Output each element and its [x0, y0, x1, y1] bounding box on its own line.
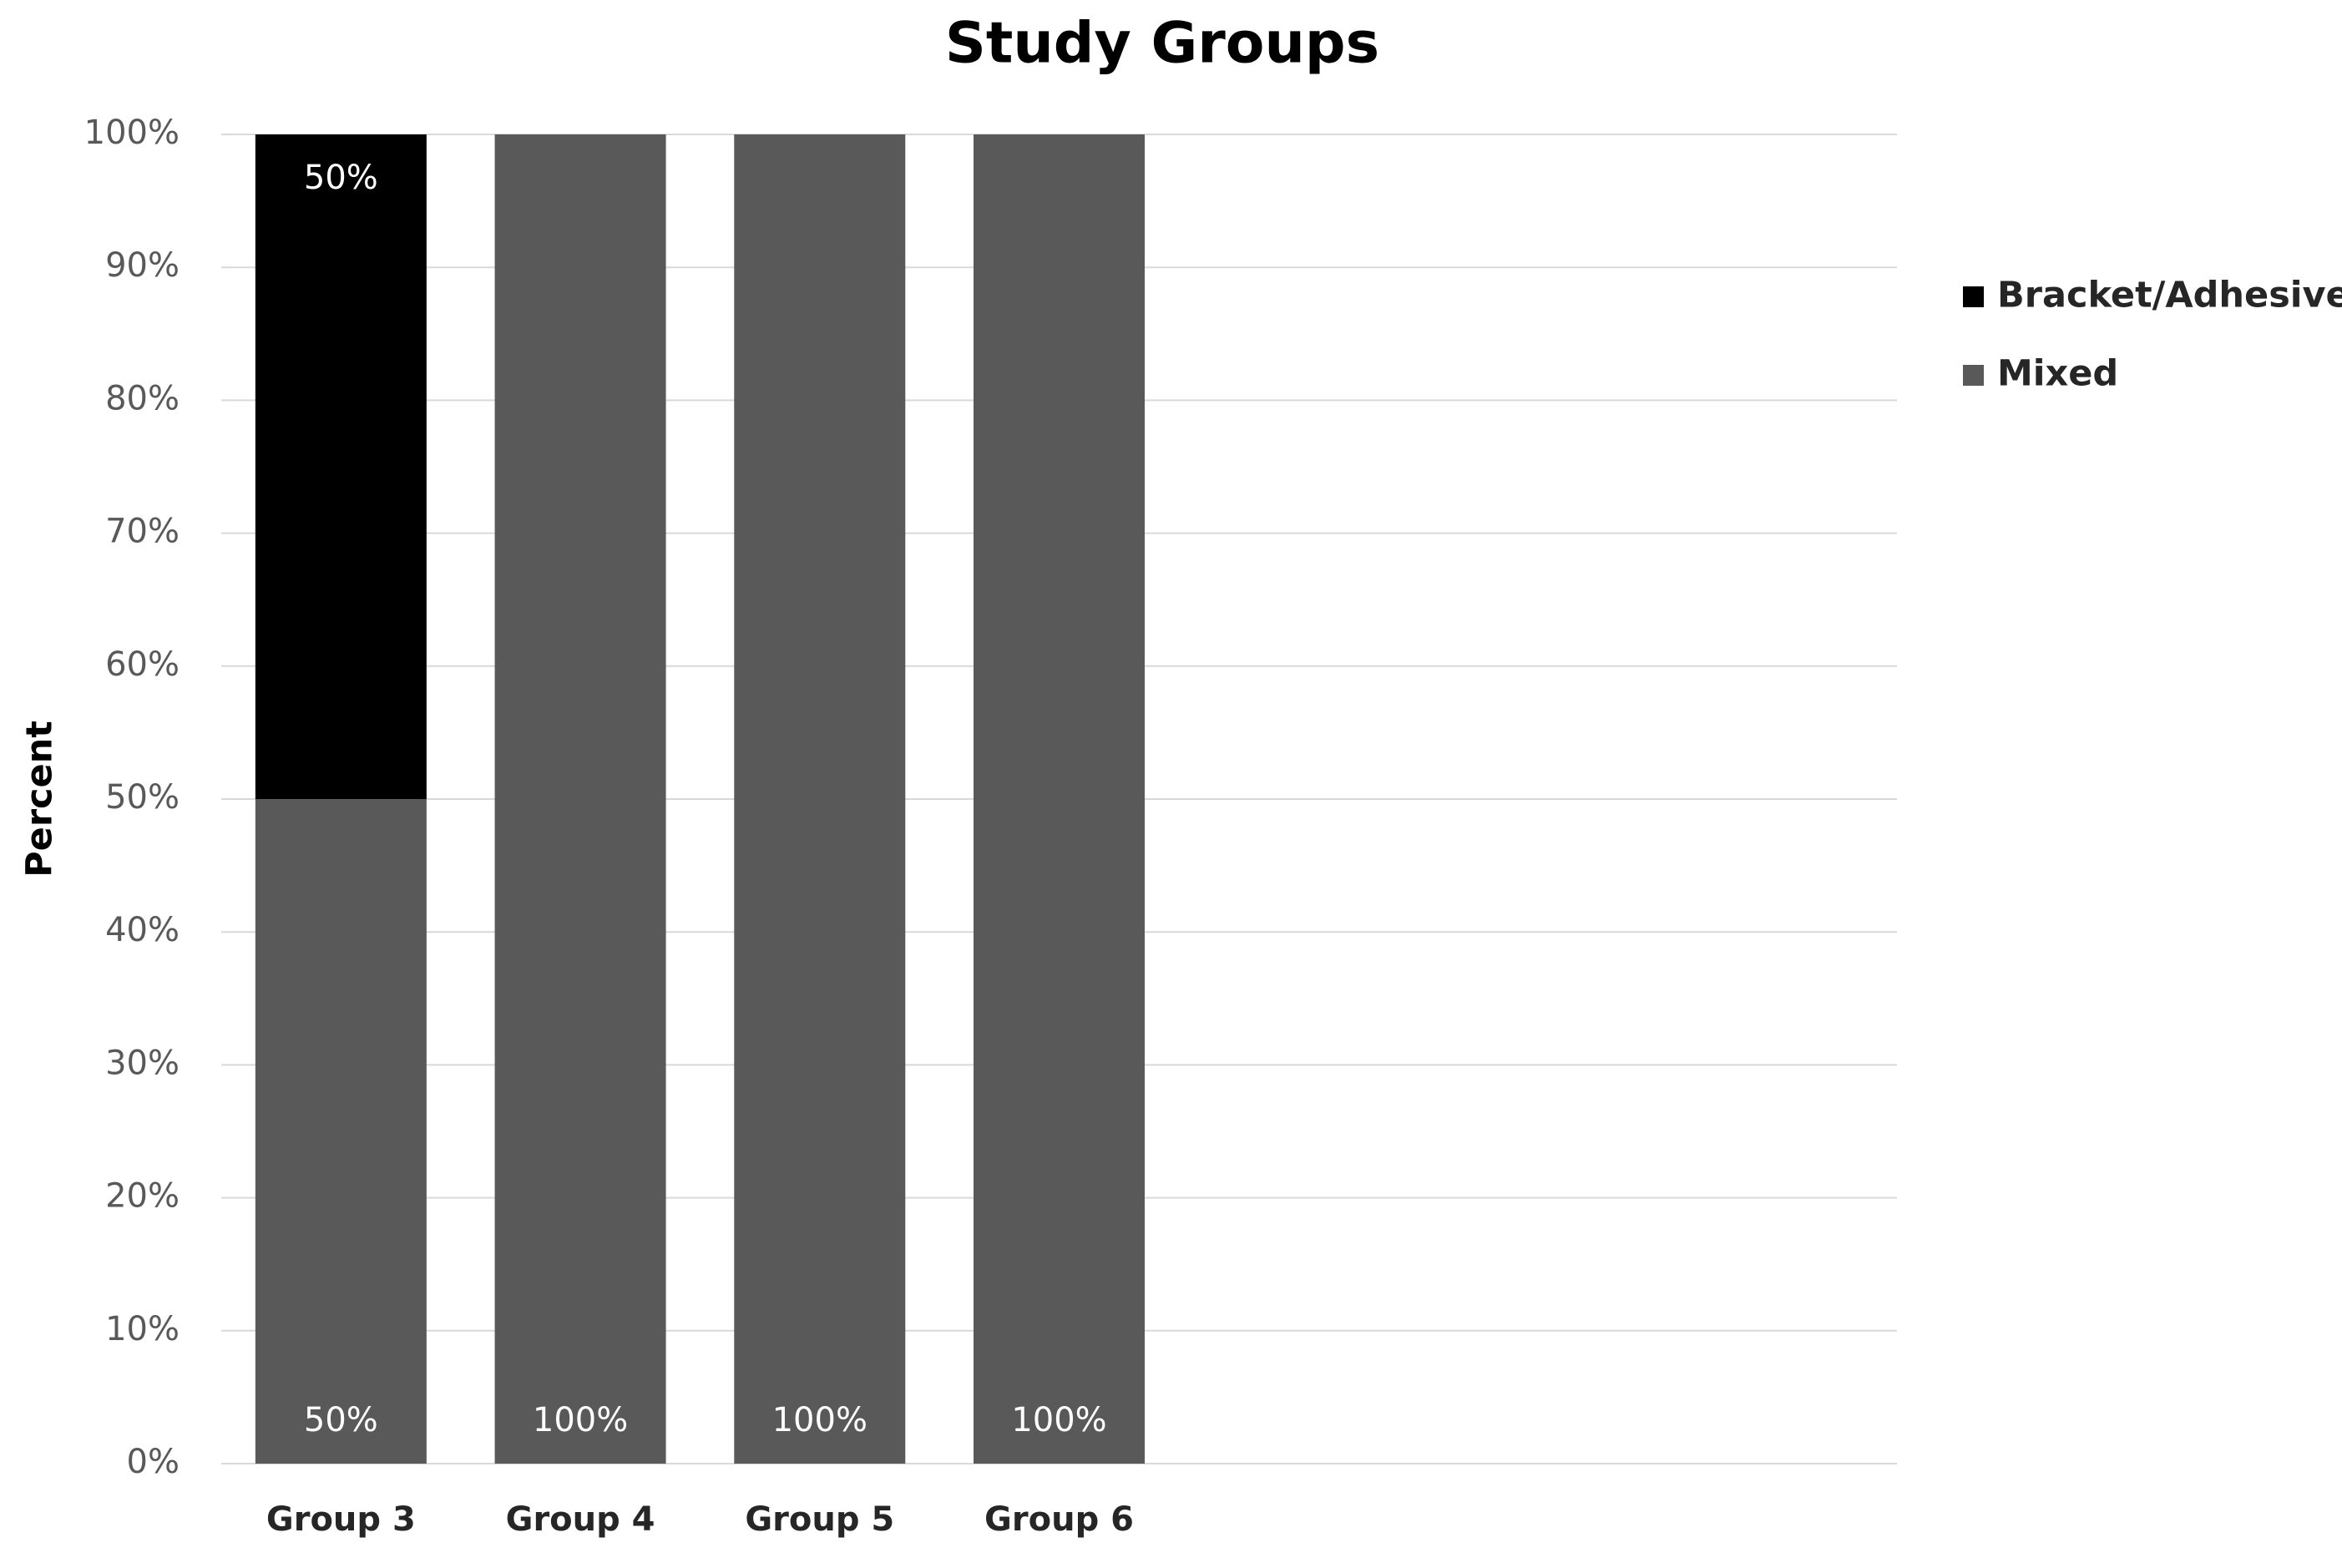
legend-label: Bracket/Adhesive — [1997, 275, 2342, 316]
y-tick-label: 20% — [105, 1177, 180, 1216]
y-tick-label: 10% — [105, 1310, 180, 1348]
y-axis-title: Percent — [19, 721, 61, 878]
y-tick-label: 90% — [105, 246, 180, 285]
data-label: 100% — [1011, 1401, 1106, 1439]
bar-segment — [255, 134, 427, 799]
bar-segment — [494, 134, 666, 1464]
y-tick-label: 100% — [84, 114, 180, 152]
data-label: 100% — [533, 1401, 628, 1439]
y-tick-label: 50% — [105, 778, 180, 817]
bar-segment — [255, 799, 427, 1464]
legend-swatch — [1963, 286, 1984, 307]
y-tick-label: 70% — [105, 513, 180, 551]
data-label: 50% — [304, 1401, 378, 1439]
data-label: 100% — [772, 1401, 868, 1439]
bar-segment — [974, 134, 1145, 1464]
x-tick-label: Group 4 — [506, 1500, 655, 1539]
y-tick-label: 0% — [127, 1443, 180, 1481]
y-tick-label: 80% — [105, 379, 180, 417]
y-tick-label: 30% — [105, 1044, 180, 1082]
x-tick-label: Group 3 — [266, 1500, 416, 1539]
legend-label: Mixed — [1997, 353, 2118, 395]
x-tick-label: Group 6 — [984, 1500, 1134, 1539]
bar-segment — [734, 134, 906, 1464]
x-tick-label: Group 5 — [745, 1500, 894, 1539]
y-tick-label: 40% — [105, 911, 180, 949]
data-label: 50% — [304, 159, 378, 197]
legend-swatch — [1963, 365, 1984, 386]
chart-title: Study Groups — [945, 11, 1379, 77]
y-tick-label: 60% — [105, 645, 180, 684]
